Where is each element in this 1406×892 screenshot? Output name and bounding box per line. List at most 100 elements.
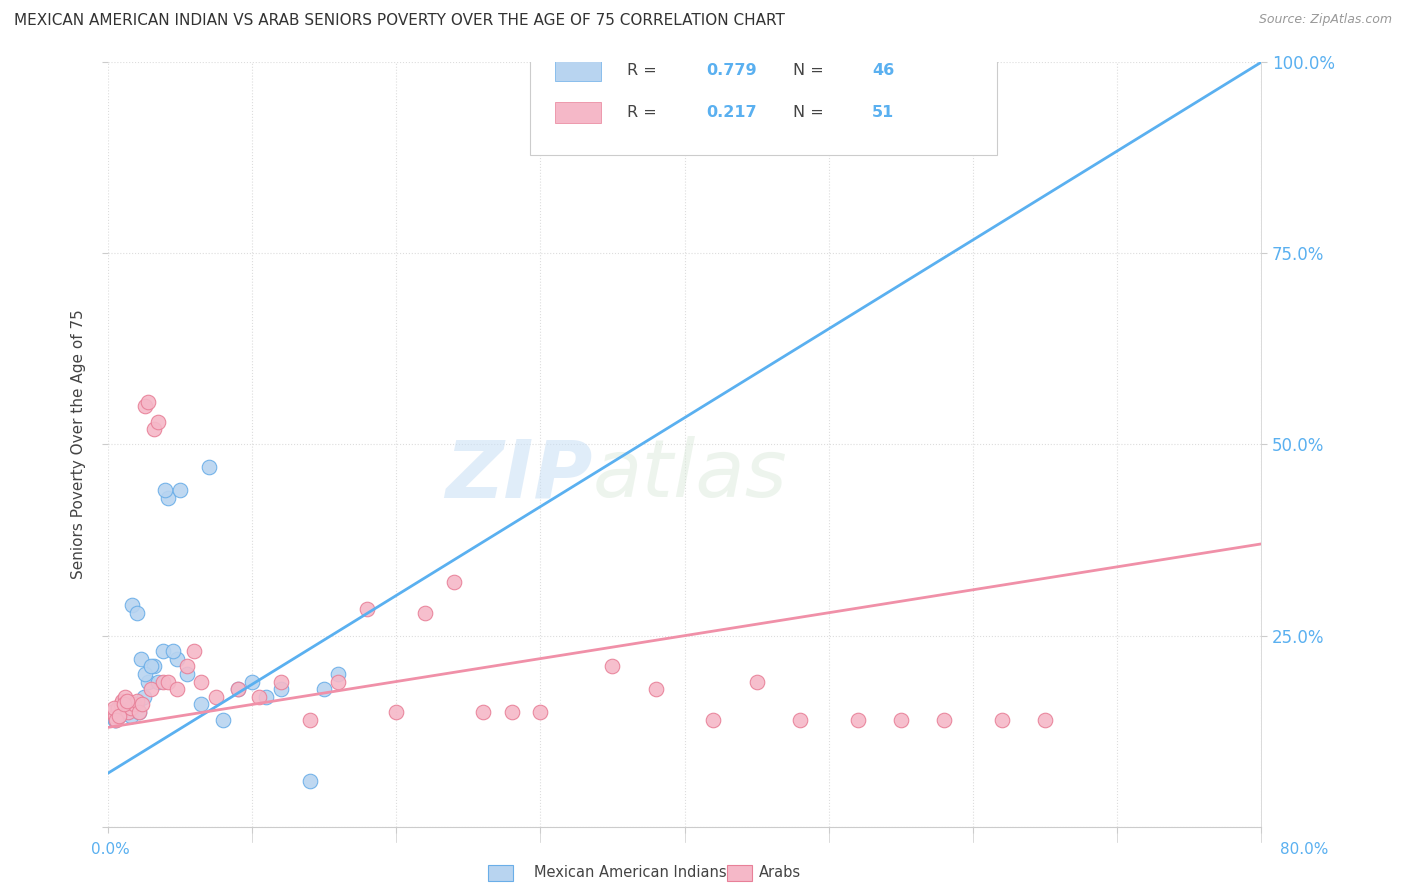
Point (107, 701, 129, 715)
Point (136, 395, 159, 409)
Point (136, 674, 159, 689)
Point (139, 682, 162, 697)
Point (134, 666, 156, 681)
Text: Arabs: Arabs (759, 865, 801, 880)
Point (745, 674, 768, 689)
Point (183, 644, 205, 658)
Text: Mexican American Indians: Mexican American Indians (534, 865, 727, 880)
Point (328, 666, 350, 681)
Point (122, 698, 145, 712)
Point (385, 705, 408, 719)
Point (125, 694, 148, 708)
Point (1033, 713, 1056, 727)
Text: Source: ZipAtlas.com: Source: ZipAtlas.com (1258, 13, 1392, 27)
Point (108, 709, 131, 723)
Point (115, 698, 138, 712)
Point (120, 709, 142, 723)
Point (602, 659, 624, 673)
Point (205, 690, 228, 704)
Point (155, 483, 177, 498)
Point (644, 682, 666, 697)
Point (162, 644, 184, 658)
Point (702, 713, 724, 727)
Point (529, 705, 551, 719)
Text: 0.0%: 0.0% (91, 842, 131, 856)
Point (112, 698, 135, 712)
Point (104, 713, 127, 727)
Point (328, 674, 350, 689)
Bar (488, 865, 513, 881)
Point (107, 701, 129, 715)
Text: 0.217: 0.217 (706, 105, 756, 120)
Text: 51: 51 (872, 105, 894, 120)
Point (115, 694, 138, 708)
Point (298, 774, 321, 789)
Point (120, 701, 142, 715)
Text: atlas: atlas (592, 436, 787, 514)
Point (247, 690, 270, 704)
Point (152, 644, 174, 658)
Point (846, 713, 869, 727)
Point (157, 674, 180, 689)
Point (148, 415, 170, 429)
Point (254, 690, 277, 704)
Point (176, 659, 198, 673)
Point (108, 709, 131, 723)
Point (101, 705, 124, 719)
Text: N =: N = (793, 63, 828, 78)
Point (789, 713, 811, 727)
Text: 0.779: 0.779 (706, 63, 756, 78)
Point (134, 399, 156, 413)
Point (142, 422, 165, 436)
Point (122, 698, 145, 712)
Y-axis label: Seniors Poverty Over the Age of 75: Seniors Poverty Over the Age of 75 (72, 310, 86, 580)
Point (118, 698, 141, 712)
Point (110, 698, 132, 712)
Point (152, 674, 174, 689)
Point (932, 713, 955, 727)
Point (176, 666, 198, 681)
Point (226, 682, 249, 697)
Point (139, 659, 162, 673)
Point (131, 698, 153, 712)
Point (114, 690, 136, 704)
Point (129, 651, 152, 665)
Point (471, 705, 494, 719)
Bar (555, 102, 600, 123)
Point (501, 705, 523, 719)
Point (413, 606, 436, 620)
Text: ZIP: ZIP (444, 436, 592, 514)
Point (105, 713, 128, 727)
Point (298, 713, 321, 727)
Point (166, 682, 188, 697)
Bar (555, 60, 600, 81)
Point (125, 606, 148, 620)
Point (443, 575, 465, 590)
Text: 46: 46 (872, 63, 894, 78)
Point (104, 713, 127, 727)
Point (197, 460, 219, 475)
Point (101, 705, 124, 719)
Point (226, 682, 249, 697)
Point (166, 651, 188, 665)
Point (110, 701, 132, 715)
Text: N =: N = (793, 105, 828, 120)
Point (117, 705, 139, 719)
Point (125, 698, 148, 712)
Point (112, 698, 135, 712)
Text: R =: R = (627, 63, 662, 78)
Point (117, 705, 139, 719)
FancyBboxPatch shape (530, 49, 997, 155)
Point (105, 705, 128, 719)
Point (630, 70, 652, 85)
Point (157, 491, 180, 505)
Point (240, 674, 263, 689)
Point (121, 598, 143, 612)
Point (991, 713, 1014, 727)
Point (128, 705, 150, 719)
Point (817, 55, 839, 70)
Text: R =: R = (627, 105, 662, 120)
Point (212, 713, 235, 727)
Point (169, 483, 191, 498)
Point (356, 602, 378, 616)
